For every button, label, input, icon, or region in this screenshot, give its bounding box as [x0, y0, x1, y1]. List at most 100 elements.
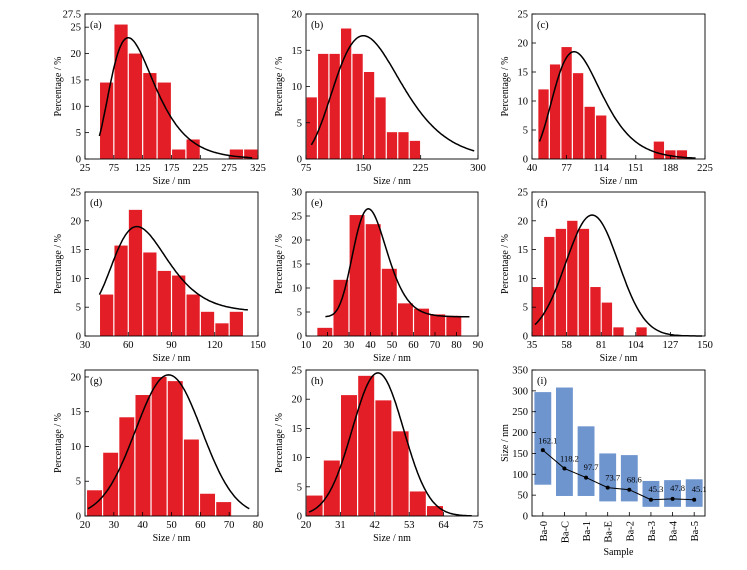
y-tick-label: 0: [297, 332, 302, 343]
x-tick-label: 125: [135, 163, 151, 174]
histogram-bar: [392, 431, 409, 516]
mean-size-point: [692, 497, 697, 502]
plot-frame: [531, 13, 706, 160]
panel-label: (c): [537, 20, 549, 31]
x-tick-label: 90: [166, 340, 177, 351]
y-tick-label: 20: [518, 216, 529, 227]
y-tick-label: 5: [76, 477, 81, 488]
histogram-bar: [397, 303, 413, 336]
y-tick-label: 20: [292, 10, 303, 21]
y-tick-label: 50: [518, 491, 529, 502]
y-tick-label: 250: [512, 407, 528, 418]
panel-label: (e): [311, 198, 323, 209]
histogram-panel: (b) Size / nm Percentage / % 0 5 10 15 20 75 150 2…: [274, 10, 486, 188]
y-axis-label: Percentage / %: [53, 413, 64, 473]
histogram-bar: [375, 400, 392, 516]
x-tick-label: 40: [137, 520, 148, 531]
histogram-bar: [244, 149, 258, 159]
mean-size-point: [584, 475, 589, 480]
x-tick-label: 225: [697, 163, 713, 174]
y-tick-label: 0: [523, 332, 528, 343]
x-tick-label: 120: [207, 340, 223, 351]
histogram-bar: [386, 132, 398, 159]
histogram-bar: [414, 308, 430, 336]
histogram-bar: [590, 287, 601, 336]
histogram-bar: [538, 89, 549, 159]
x-tick-label: 20: [301, 520, 312, 531]
histogram-bar: [318, 53, 329, 159]
x-tick-label: 50: [387, 340, 398, 351]
x-tick-label: 20: [322, 340, 333, 351]
y-tick-label: 5: [297, 482, 302, 493]
histogram-bar: [216, 502, 232, 516]
y-tick-label: 5: [523, 303, 528, 314]
y-axis-label: Percentage / %: [53, 57, 64, 117]
x-tick-label: 58: [561, 340, 572, 351]
x-axis-label: Size / nm: [373, 533, 411, 544]
histogram-bar: [157, 270, 171, 336]
histogram-bar: [596, 115, 607, 159]
histogram-bar: [363, 72, 375, 159]
y-tick-label: 0: [523, 512, 528, 523]
plot-frame: [531, 369, 706, 517]
x-tick-label: 60: [408, 340, 419, 351]
x-tick-label: 31: [335, 520, 346, 531]
y-tick-label: 10: [518, 97, 529, 108]
y-tick-label: 10: [71, 102, 82, 113]
histogram-bar: [375, 97, 386, 159]
x-tick-label: 80: [451, 340, 462, 351]
mean-size-point: [670, 496, 675, 501]
x-tick-label: 70: [224, 520, 235, 531]
histogram-bar: [100, 82, 114, 159]
panel-label: (f): [537, 198, 548, 209]
y-axis-label: Percentage / %: [274, 57, 285, 117]
mean-size-point: [562, 466, 567, 471]
histogram-bar: [215, 323, 229, 336]
fit-curve: [98, 37, 253, 159]
histogram-bar: [446, 315, 462, 336]
x-tick-label: 42: [370, 520, 381, 531]
histogram-bar: [186, 294, 200, 336]
y-tick-label: 15: [292, 424, 303, 435]
panel-label: (b): [311, 20, 324, 31]
histogram-bar: [352, 53, 363, 159]
histogram-bar: [135, 395, 151, 516]
y-tick-label: 0: [523, 155, 528, 166]
category-label: Ba-3: [647, 521, 658, 541]
x-tick-label: 90: [473, 340, 484, 351]
histogram-panel: (e) Size / nm Percentage / % 0 5 10 15 20 25 30 10…: [274, 188, 483, 365]
y-tick-label: 0: [297, 155, 302, 166]
y-tick-label: 25: [518, 10, 529, 21]
x-tick-label: 127: [663, 340, 679, 351]
y-tick-label: 25: [71, 23, 82, 34]
y-tick-label: 20: [71, 49, 82, 60]
y-tick-label: 25: [292, 366, 303, 377]
histogram-bar: [349, 215, 365, 336]
y-axis-label: Percentage / %: [500, 234, 511, 294]
size-range-box: [556, 387, 573, 496]
fit-curve: [310, 35, 475, 152]
x-tick-label: 75: [473, 520, 484, 531]
size-range-box: [664, 480, 681, 507]
y-tick-label: 5: [297, 308, 302, 319]
histogram-bar: [128, 209, 143, 336]
x-tick-label: 80: [253, 520, 264, 531]
histogram-bar: [87, 490, 102, 516]
x-tick-label: 150: [250, 340, 266, 351]
x-tick-label: 60: [195, 520, 206, 531]
histogram-bar: [584, 106, 595, 159]
fit-curve: [325, 208, 470, 318]
mean-value-label: 68.6: [627, 474, 642, 484]
histogram-bar: [306, 495, 323, 516]
histogram-bar: [306, 97, 317, 159]
panel-label: (d): [90, 198, 103, 209]
x-tick-label: 150: [355, 163, 371, 174]
mean-value-label: 45.3: [649, 484, 664, 494]
y-tick-label: 27.5: [63, 10, 81, 21]
y-tick-label: 20: [292, 236, 303, 247]
y-tick-label: 15: [71, 407, 82, 418]
histogram-bar: [341, 395, 357, 516]
panel-label: (a): [90, 20, 102, 31]
fit-curve: [98, 225, 248, 311]
